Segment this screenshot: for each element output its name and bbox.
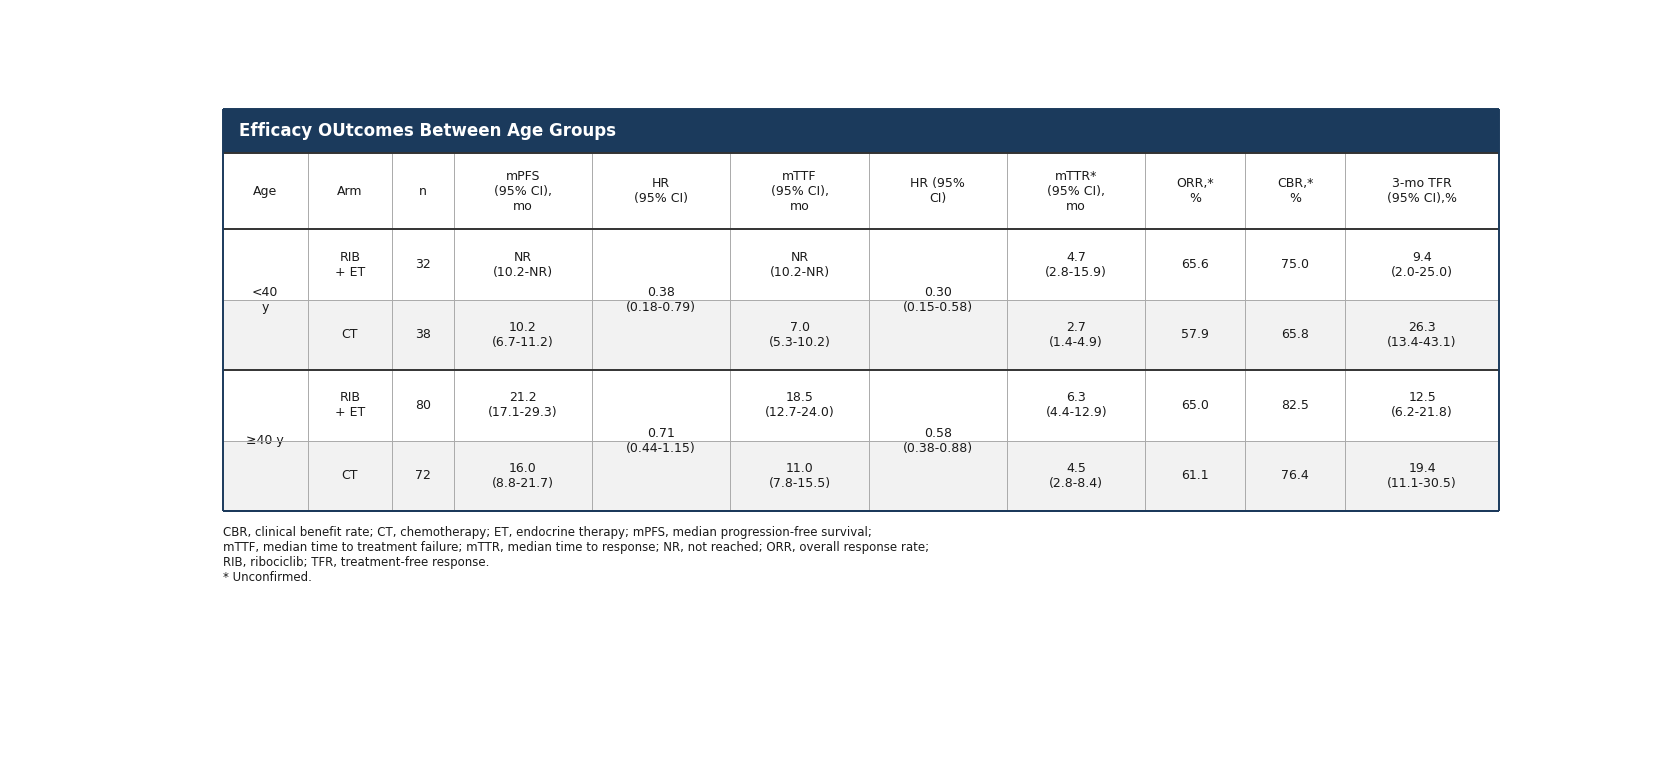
Text: 76.4: 76.4: [1282, 469, 1309, 482]
Text: 11.0
(7.8-15.5): 11.0 (7.8-15.5): [768, 462, 830, 490]
Text: 18.5
(12.7-24.0): 18.5 (12.7-24.0): [764, 392, 835, 419]
Bar: [223, 109, 1499, 153]
Text: 3-mo TFR
(95% CI),%: 3-mo TFR (95% CI),%: [1388, 178, 1457, 205]
Text: Age: Age: [254, 184, 277, 197]
Text: Arm: Arm: [338, 184, 363, 197]
Text: 9.4
(2.0-25.0): 9.4 (2.0-25.0): [1391, 251, 1453, 279]
Text: 4.5
(2.8-8.4): 4.5 (2.8-8.4): [1050, 462, 1104, 490]
Text: 0.38
(0.18-0.79): 0.38 (0.18-0.79): [627, 286, 696, 314]
Text: <40
y: <40 y: [252, 286, 279, 314]
Text: Efficacy OUtcomes Between Age Groups: Efficacy OUtcomes Between Age Groups: [239, 122, 615, 140]
Text: 57.9: 57.9: [1181, 328, 1210, 341]
Text: HR
(95% CI): HR (95% CI): [633, 178, 689, 205]
Text: CT: CT: [341, 328, 358, 341]
Text: 82.5: 82.5: [1282, 399, 1309, 411]
Text: 26.3
(13.4-43.1): 26.3 (13.4-43.1): [1388, 321, 1457, 349]
Text: 2.7
(1.4-4.9): 2.7 (1.4-4.9): [1050, 321, 1104, 349]
Text: 19.4
(11.1-30.5): 19.4 (11.1-30.5): [1388, 462, 1457, 490]
Bar: [223, 370, 1499, 440]
Bar: [223, 299, 1499, 370]
Text: CBR,*
%: CBR,* %: [1277, 178, 1314, 205]
Text: NR
(10.2-NR): NR (10.2-NR): [492, 251, 553, 279]
Text: RIB
+ ET: RIB + ET: [334, 392, 365, 419]
Text: 0.71
(0.44-1.15): 0.71 (0.44-1.15): [627, 427, 696, 455]
Text: ≥40 y: ≥40 y: [247, 434, 284, 447]
Text: 65.6: 65.6: [1181, 258, 1210, 271]
Text: 12.5
(6.2-21.8): 12.5 (6.2-21.8): [1391, 392, 1453, 419]
Text: 72: 72: [415, 469, 430, 482]
Text: 80: 80: [415, 399, 430, 411]
Bar: [223, 440, 1499, 511]
Text: 6.3
(4.4-12.9): 6.3 (4.4-12.9): [1045, 392, 1107, 419]
Text: 16.0
(8.8-21.7): 16.0 (8.8-21.7): [492, 462, 554, 490]
Text: 21.2
(17.1-29.3): 21.2 (17.1-29.3): [487, 392, 558, 419]
Text: 7.0
(5.3-10.2): 7.0 (5.3-10.2): [768, 321, 830, 349]
Text: 38: 38: [415, 328, 430, 341]
Text: mTTF
(95% CI),
mo: mTTF (95% CI), mo: [771, 170, 828, 213]
Bar: [223, 153, 1499, 229]
Text: 65.0: 65.0: [1181, 399, 1210, 411]
Text: 75.0: 75.0: [1282, 258, 1309, 271]
Text: 0.58
(0.38-0.88): 0.58 (0.38-0.88): [902, 427, 973, 455]
Text: HR (95%
CI): HR (95% CI): [911, 178, 966, 205]
Text: n: n: [418, 184, 427, 197]
Text: 65.8: 65.8: [1282, 328, 1309, 341]
Text: ORR,*
%: ORR,* %: [1176, 178, 1215, 205]
Text: 10.2
(6.7-11.2): 10.2 (6.7-11.2): [492, 321, 554, 349]
Bar: [223, 229, 1499, 299]
Text: NR
(10.2-NR): NR (10.2-NR): [769, 251, 830, 279]
Text: 0.30
(0.15-0.58): 0.30 (0.15-0.58): [902, 286, 973, 314]
Text: 32: 32: [415, 258, 430, 271]
Text: CBR, clinical benefit rate; CT, chemotherapy; ET, endocrine therapy; mPFS, media: CBR, clinical benefit rate; CT, chemothe…: [223, 526, 929, 584]
Text: mTTR*
(95% CI),
mo: mTTR* (95% CI), mo: [1047, 170, 1105, 213]
Text: 61.1: 61.1: [1181, 469, 1210, 482]
Text: RIB
+ ET: RIB + ET: [334, 251, 365, 279]
Text: 4.7
(2.8-15.9): 4.7 (2.8-15.9): [1045, 251, 1107, 279]
Text: mPFS
(95% CI),
mo: mPFS (95% CI), mo: [494, 170, 551, 213]
Text: CT: CT: [341, 469, 358, 482]
